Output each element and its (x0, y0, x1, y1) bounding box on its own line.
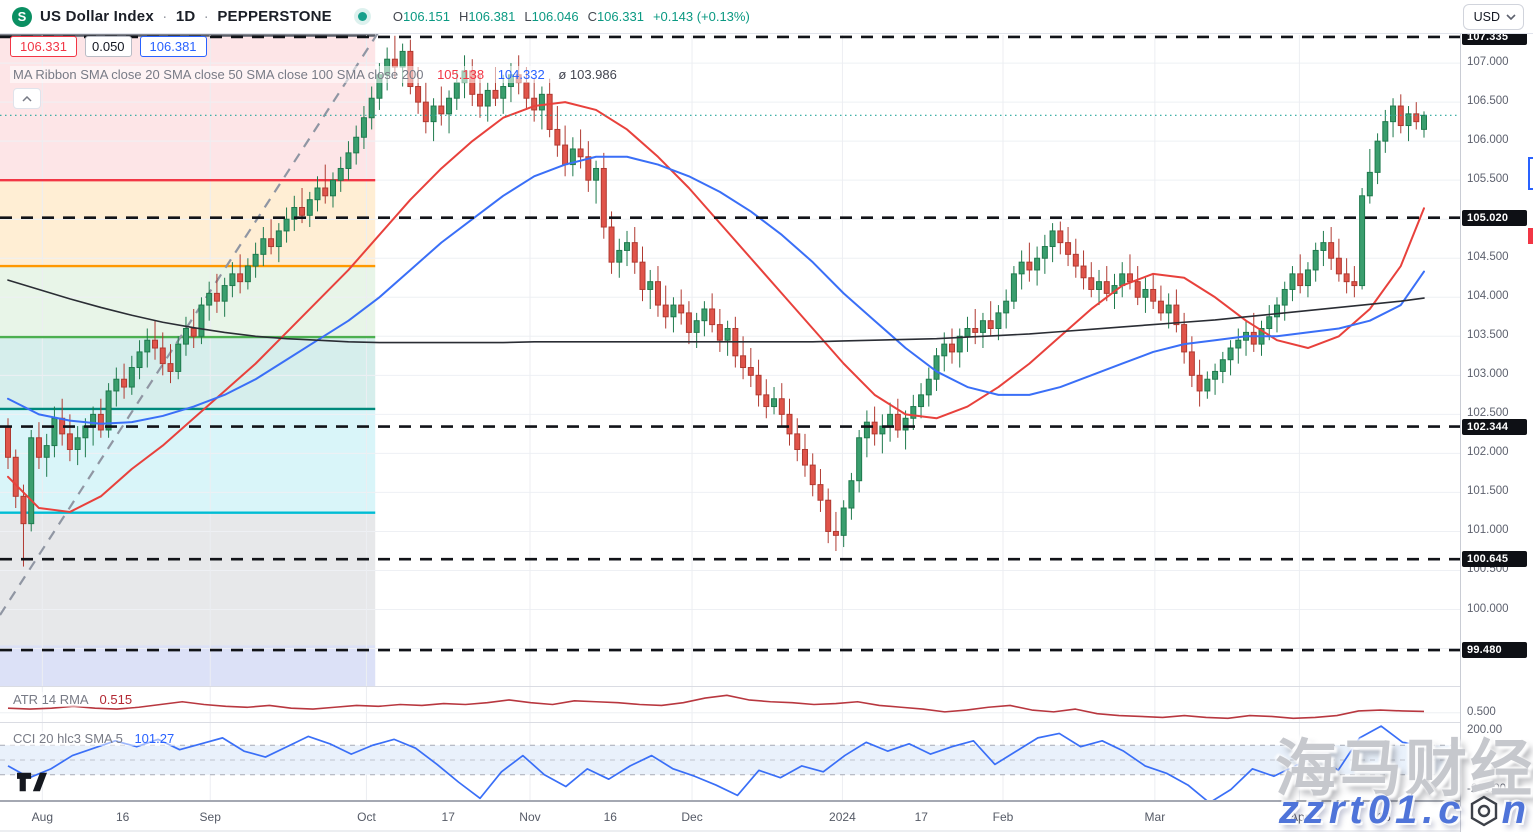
interval-label[interactable]: 1D (175, 8, 196, 25)
ribbon-band (0, 35, 376, 181)
chevron-up-icon (22, 95, 32, 102)
watermark-url-pre: zzrt01.c (1278, 788, 1466, 832)
market-open-dot-icon (357, 12, 367, 21)
currency-dropdown[interactable]: USD (1462, 4, 1524, 30)
time-label: 16 (1377, 810, 1391, 824)
time-label: 17 (441, 810, 455, 824)
time-label: Sep (199, 810, 221, 824)
cci-legend[interactable]: CCI 20 hlc3 SMA 5 101.27 (10, 731, 178, 746)
price-tick: 107.000 (1467, 56, 1509, 69)
atr-tick: 0.500 (1467, 705, 1496, 718)
change-value: +0.143 (+0.13%) (652, 9, 750, 24)
separator: · (162, 8, 168, 25)
level-price-badge[interactable]: 102.344 (1462, 418, 1527, 435)
price-tick: 100.000 (1467, 602, 1509, 615)
low-value: 106.046 (531, 9, 579, 24)
separator: · (203, 8, 209, 25)
close-label: C (587, 9, 597, 24)
chevron-down-icon (1506, 14, 1516, 20)
watermark-cjk: 海马财经 (1274, 735, 1533, 804)
ma-average-value: ø 103.986 (558, 67, 617, 82)
symbol-title[interactable]: US Dollar Index · 1D · PEPPERSTONE (40, 8, 332, 25)
clipped-price-label (1528, 228, 1533, 244)
ma-ribbon-label: MA Ribbon SMA close 20 SMA close 50 SMA … (13, 67, 424, 82)
price-tick: 103.500 (1467, 329, 1509, 342)
price-tick: 106.000 (1467, 134, 1509, 147)
ribbon-band (0, 645, 376, 686)
spread-box[interactable]: 0.050 (85, 36, 132, 57)
ribbon-band (0, 180, 376, 267)
price-tick: 104.500 (1467, 251, 1509, 264)
ribbon-band (0, 337, 376, 409)
atr-legend[interactable]: ATR 14 RMA 0.515 (10, 692, 136, 707)
price-tick: 104.000 (1467, 290, 1509, 303)
collapse-legend-button[interactable] (13, 88, 41, 109)
price-tick: 101.000 (1467, 524, 1509, 537)
ma50-value: 104.332 (497, 67, 545, 82)
time-label: Aug (31, 810, 54, 824)
cci-tick: -200.00 (1467, 782, 1507, 795)
watermark-url-post: n (1501, 788, 1531, 832)
ma-ribbon-legend[interactable]: MA Ribbon SMA close 20 SMA close 50 SMA … (10, 66, 620, 83)
time-label: 17 (914, 810, 928, 824)
ribbon-band (0, 512, 376, 646)
ohlc-readout: O106.151 H106.381 L106.046 C106.331 +0.143 (… (393, 9, 750, 24)
time-label: Oct (357, 810, 376, 824)
price-tick: 101.500 (1467, 485, 1509, 498)
bid-price-box[interactable]: 106.331 (10, 36, 77, 57)
atr-label: ATR 14 RMA (13, 692, 88, 707)
level-price-badge[interactable]: 100.645 (1462, 551, 1527, 568)
quote-row: 106.331 0.050 106.381 (10, 36, 207, 57)
clipped-price-label (1528, 157, 1533, 190)
price-tick: 103.000 (1467, 368, 1509, 381)
price-tick: 102.500 (1467, 407, 1509, 420)
ma20-value: 105.138 (437, 67, 485, 82)
time-label: 16 (603, 810, 617, 824)
level-price-badge[interactable]: 105.020 (1462, 209, 1527, 226)
time-label: 2024 (829, 810, 856, 824)
tradingview-logo[interactable] (17, 772, 47, 797)
price-tick: 105.500 (1467, 173, 1509, 186)
price-tick: 106.500 (1467, 95, 1509, 108)
ask-price-box[interactable]: 106.381 (139, 36, 207, 57)
time-label: Dec (681, 810, 703, 824)
time-label: Mar (1144, 810, 1166, 824)
price-axis[interactable]: 107.000 106.500 106.000 105.500 104.500 104.0… (1461, 28, 1533, 832)
time-label: 16 (115, 810, 130, 824)
low-label: L (524, 9, 532, 24)
open-label: O (392, 9, 403, 24)
time-axis[interactable]: Aug 16 Sep Oct 17 Nov 16 Dec 2024 17 Feb Mar Apr 16 (0, 801, 1460, 832)
open-value: 106.151 (402, 9, 450, 24)
price-tick: 102.000 (1467, 446, 1509, 459)
cci-label: CCI 20 hlc3 SMA 5 (13, 731, 123, 746)
time-label: Nov (519, 810, 541, 824)
time-label: Feb (992, 810, 1014, 824)
nut-icon (1470, 795, 1497, 826)
cci-tick: 200.00 (1467, 723, 1503, 736)
symbol-name[interactable]: US Dollar Index (40, 8, 154, 25)
symbol-toolbar: S US Dollar Index · 1D · PEPPERSTONE O10… (0, 0, 1533, 34)
tradingview-logo-icon (17, 772, 47, 792)
high-label: H (458, 9, 469, 24)
atr-value: 0.515 (99, 692, 133, 707)
cci-value: 101.27 (134, 731, 175, 746)
symbol-logo-icon[interactable]: S (12, 6, 32, 27)
time-label: Apr (1290, 810, 1309, 824)
exchange-label[interactable]: PEPPERSTONE (217, 8, 332, 25)
level-price-badge[interactable]: 99.480 (1462, 642, 1527, 659)
close-value: 106.331 (596, 9, 644, 24)
watermark-url: zzrt01.c n (1279, 788, 1531, 832)
currency-value: USD (1473, 10, 1500, 24)
high-value: 106.381 (468, 9, 516, 24)
